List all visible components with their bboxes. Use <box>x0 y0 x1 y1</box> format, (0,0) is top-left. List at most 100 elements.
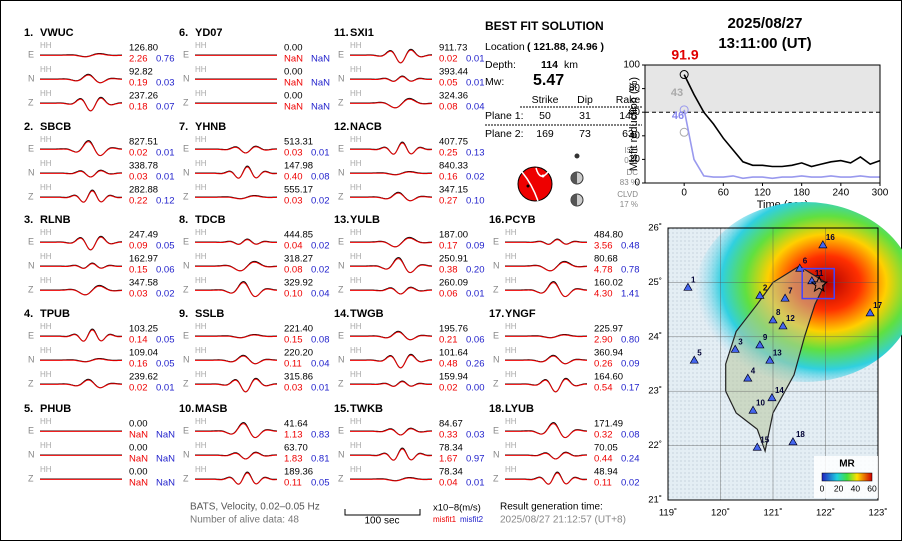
misfit1: 0.11 <box>594 478 612 489</box>
component-label: N <box>28 73 35 83</box>
misfit1: 0.54 <box>594 383 613 394</box>
band-label: HH <box>350 89 362 98</box>
misfit1: 0.19 <box>129 78 148 89</box>
misfit1: 0.03 <box>284 148 303 159</box>
misfit2: 0.02 <box>311 241 330 252</box>
misfit1: 0.40 <box>284 172 303 183</box>
y-tick-label: 60 <box>629 107 641 118</box>
station-name: SSLB <box>195 308 224 320</box>
component-label: E <box>338 330 344 340</box>
synthetic-waveform <box>40 141 123 157</box>
location: ( 121.88, 24.96 ) <box>527 41 604 53</box>
plane-label: Plane 1: <box>485 110 524 122</box>
misfit2: 0.05 <box>311 478 330 489</box>
station-number: 18. <box>489 403 504 415</box>
colorbar-tick-label: 20 <box>834 483 844 493</box>
colorbar-tick-label: 0 <box>820 483 825 493</box>
plane-value: 73 <box>579 128 591 140</box>
band-label: HH <box>350 465 362 474</box>
misfit2: 0.08 <box>621 430 640 441</box>
synthetic-waveform <box>350 448 432 461</box>
component-label: E <box>183 330 189 340</box>
y-tick-label: 20 <box>629 154 641 165</box>
plane-value: 50 <box>539 110 551 122</box>
station-number: 6. <box>179 27 188 39</box>
amplitude: 840.33 <box>439 161 468 172</box>
component-label: N <box>338 354 345 364</box>
synthetic-waveform <box>505 423 588 439</box>
component-label: N <box>28 260 35 270</box>
synthetic-waveform <box>505 378 587 393</box>
band-label: HH <box>40 417 52 426</box>
station-marker <box>683 282 693 291</box>
station-marker <box>689 355 699 364</box>
amplitude: 80.68 <box>594 254 618 265</box>
misfit1: 0.11 <box>284 478 302 489</box>
annotation: 43 <box>671 87 683 99</box>
component-label: Z <box>183 284 189 294</box>
misfit1: 0.02 <box>439 54 458 65</box>
synthetic-waveform <box>195 452 277 460</box>
synthetic-waveform <box>350 98 433 109</box>
misfit1: 0.11 <box>284 359 302 370</box>
depth-label: Depth: <box>485 59 516 71</box>
component-label: N <box>28 449 35 459</box>
band-label: HH <box>350 346 362 355</box>
lon-label: 123˚ <box>868 508 887 519</box>
misfit2: 0.08 <box>311 335 330 346</box>
filter: BATS, Velocity, 0.02–0.05 Hz <box>190 502 320 513</box>
band-label: HH <box>505 370 517 379</box>
component-label: Z <box>28 473 34 483</box>
amplitude: 347.58 <box>129 278 158 289</box>
solution-title: BEST FIT SOLUTION <box>485 19 604 33</box>
component-label: Z <box>28 378 34 388</box>
band-label: HH <box>350 441 362 450</box>
synthetic-waveform <box>505 334 588 339</box>
plane-header: Strike <box>532 94 559 106</box>
misfit1: 0.25 <box>439 148 458 159</box>
synthetic-waveform <box>195 378 277 393</box>
amplitude: 48.94 <box>594 467 618 478</box>
amplitude: 329.92 <box>284 278 313 289</box>
lon-label: 122˚ <box>816 508 835 519</box>
band-label: HH <box>195 41 207 50</box>
misfit1-legend: misfit1 <box>433 515 457 524</box>
station-marker <box>755 290 765 299</box>
misfit2: 0.00 <box>466 383 485 394</box>
component-ball-fill <box>571 194 577 206</box>
misfit1: NaN <box>284 54 303 65</box>
synthetic-waveform <box>350 49 432 64</box>
synthetic-waveform <box>40 263 122 269</box>
misfit1: 0.03 <box>129 172 148 183</box>
station-label: 10 <box>756 398 765 407</box>
amplitude: 444.85 <box>284 230 313 241</box>
station-name: YULB <box>350 214 380 226</box>
amplitude: 225.97 <box>594 324 623 335</box>
plane-label: Plane 2: <box>485 128 524 140</box>
misfit2: 0.76 <box>156 54 175 65</box>
plane-header: Dip <box>577 94 593 106</box>
misfit1: 3.56 <box>594 241 613 252</box>
x-tick-label: 300 <box>872 188 889 199</box>
misfit2: 0.05 <box>156 335 175 346</box>
alive-count: Number of alive data: 48 <box>190 515 299 526</box>
band-label: HH <box>195 183 207 192</box>
result-time: 2025/08/27 21:12:57 (UT+8) <box>500 515 626 526</box>
station-number: 8. <box>179 214 188 226</box>
station-label: 13 <box>773 348 782 357</box>
component-label: Z <box>28 97 34 107</box>
misfit2: 0.01 <box>466 478 485 489</box>
misfit2: NaN <box>311 102 330 113</box>
station-label: 4 <box>751 366 756 375</box>
misfit1: NaN <box>284 78 303 89</box>
misfit1: NaN <box>129 430 148 441</box>
station-marker <box>730 344 740 353</box>
misfit2: 0.01 <box>466 54 485 65</box>
station-label: 8 <box>776 308 781 317</box>
plane-header: Rake <box>616 94 641 106</box>
station-number: 16. <box>489 214 504 226</box>
colorbar-tick-label: 60 <box>867 483 877 493</box>
band-label: HH <box>40 89 52 98</box>
band-label: HH <box>40 183 52 192</box>
band-label: HH <box>195 322 207 331</box>
